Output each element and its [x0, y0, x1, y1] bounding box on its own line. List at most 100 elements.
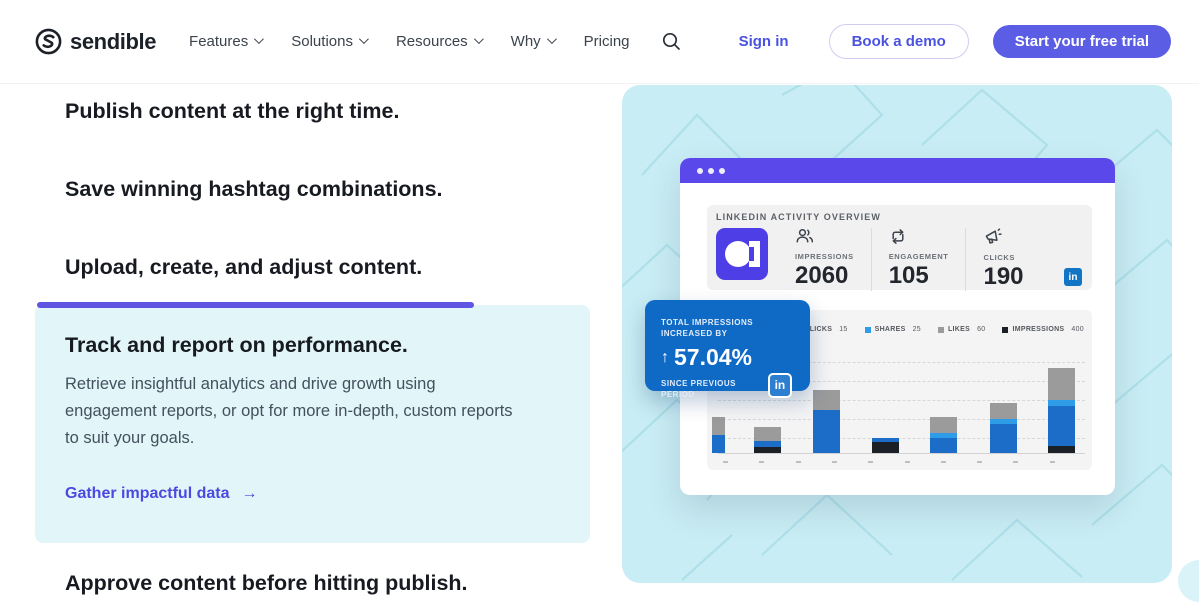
chart-plot [707, 310, 1092, 470]
decorative-circle [1178, 560, 1199, 602]
legend-value: 25 [912, 326, 921, 333]
axis-tick-label [868, 461, 874, 463]
legend-item-shares: SHARES 25 [864, 326, 921, 333]
people-icon [795, 228, 814, 249]
brand-logo[interactable]: sendible [35, 28, 156, 55]
chart-gridline [718, 381, 1085, 382]
window-title-bar [680, 158, 1115, 183]
active-card-body: Retrieve insightful analytics and drive … [65, 375, 513, 447]
start-trial-button[interactable]: Start your free trial [992, 25, 1171, 58]
legend-name: LIKES [947, 326, 971, 333]
linkedin-icon: in [1064, 268, 1082, 286]
linkedin-icon: in [767, 372, 792, 398]
bar-segment-impressions-dark [1048, 446, 1075, 453]
bar-segment-likes-gray [712, 417, 725, 435]
bar-segment-likes-gray [930, 417, 957, 433]
bar-segment-likes-gray [1048, 368, 1075, 400]
nav-item-label: Pricing [583, 33, 630, 50]
chart-gridline [718, 400, 1085, 401]
metric-value: 2060 [795, 262, 849, 289]
chevron-down-icon [358, 33, 369, 44]
bar-segment-clicks-blue [872, 438, 899, 442]
bar-segment-shares-lightblue [1048, 400, 1075, 406]
repeat-icon [889, 229, 907, 249]
chevron-down-icon [473, 33, 484, 44]
nav-item-label: Why [510, 33, 541, 50]
metric-impressions: IMPRESSIONS 2060 [795, 228, 871, 291]
legend-value: 400 [1071, 326, 1084, 333]
active-accordion-card[interactable]: Track and report on performance. Retriev… [35, 302, 590, 543]
metric-engagement: ENGAGEMENT 105 [870, 228, 966, 291]
bar-segment-clicks-blue [813, 410, 840, 453]
book-demo-button[interactable]: Book a demo [828, 24, 969, 59]
accordion-item[interactable]: Publish content at the right time. [65, 99, 400, 123]
sign-in-link[interactable]: Sign in [738, 33, 789, 50]
bar-segment-clicks-blue [1048, 406, 1075, 446]
axis-tick-label [904, 461, 910, 463]
chart-baseline [718, 453, 1085, 454]
avatar-glyph-circle [725, 241, 751, 267]
bar-segment-clicks-blue [712, 435, 725, 453]
highlight-line3: SINCE PREVIOUS PERIOD [661, 379, 737, 399]
stacked-bar [872, 438, 899, 453]
legend-value: 15 [839, 326, 848, 333]
window-dot [697, 167, 703, 174]
bar-segment-likes-gray [754, 427, 781, 441]
nav-item-why[interactable]: Why [510, 33, 557, 50]
accordion-item[interactable]: Upload, create, and adjust content. [65, 255, 423, 279]
accordion-item[interactable]: Approve content before hitting publish. [65, 571, 468, 595]
legend-name: IMPRESSIONS [1012, 326, 1065, 333]
nav-item-label: Features [189, 33, 249, 50]
metric-label: IMPRESSIONS [795, 252, 854, 261]
metric-label: CLICKS [983, 253, 1015, 262]
active-card-title[interactable]: Track and report on performance. [65, 333, 408, 357]
nav-item-label: Resources [395, 33, 468, 50]
gather-data-link[interactable]: Gather impactful data → [65, 485, 257, 503]
bar-segment-shares-lightblue [990, 419, 1017, 424]
search-icon[interactable] [662, 32, 681, 51]
impressions-highlight-card: TOTAL IMPRESSIONS INCREASED BY ↑ 57.04% … [645, 300, 810, 399]
profile-avatar [716, 228, 768, 280]
legend-swatch [937, 326, 944, 333]
legend-name: SHARES [874, 326, 906, 333]
arrow-right-icon: → [241, 485, 258, 502]
nav-item-pricing[interactable]: Pricing [584, 33, 630, 50]
axis-tick-label [977, 461, 983, 463]
gather-data-link-label: Gather impactful data [65, 485, 230, 502]
stacked-bar [1048, 368, 1075, 453]
stacked-bar [754, 427, 781, 453]
bar-segment-impressions-dark [872, 442, 899, 453]
overview-title: LINKEDIN ACTIVITY OVERVIEW [716, 212, 881, 222]
metric-value: 190 [983, 263, 1024, 290]
highlight-footer: SINCE PREVIOUS PERIOD in [661, 372, 796, 400]
stacked-bar [930, 417, 957, 453]
axis-tick-label [795, 461, 801, 463]
chart-gridline [718, 419, 1085, 420]
legend-value: 60 [977, 326, 986, 333]
axis-tick-label [723, 461, 728, 463]
highlight-line1: TOTAL IMPRESSIONS [661, 318, 754, 327]
brand-name: sendible [70, 28, 157, 54]
highlight-line2: INCREASED BY [661, 329, 728, 338]
avatar-glyph-bar [749, 241, 760, 267]
bar-segment-shares-lightblue [930, 433, 957, 438]
nav-item-label: Solutions [291, 33, 353, 50]
chevron-down-icon [254, 33, 265, 44]
axis-tick-label [1013, 461, 1019, 463]
window-dot [708, 167, 714, 174]
legend-name: CLICKS [804, 326, 833, 333]
legend-swatch [1002, 326, 1009, 333]
legend-item-likes: LIKES 60 [937, 326, 986, 333]
bar-segment-clicks-blue [990, 424, 1017, 453]
progress-bar [37, 302, 474, 308]
legend-item-impressions: IMPRESSIONS 400 [1002, 326, 1084, 333]
accordion-item[interactable]: Save winning hashtag combinations. [65, 177, 443, 201]
window-dot [719, 167, 725, 174]
nav-item-solutions[interactable]: Solutions [291, 33, 369, 50]
nav-item-features[interactable]: Features [189, 33, 265, 50]
axis-tick-label [831, 461, 837, 463]
chevron-down-icon [546, 33, 557, 44]
nav-item-resources[interactable]: Resources [395, 33, 484, 50]
axis-tick-label [940, 461, 946, 463]
main-nav: Features Solutions Resources Why Pricing [189, 33, 629, 50]
